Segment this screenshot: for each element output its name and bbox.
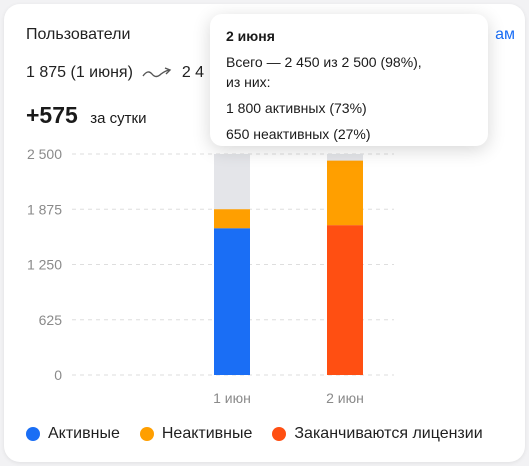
legend-dot-inactive	[139, 427, 154, 441]
chart-tooltip: 2 июня Всего — 2 450 из 2 500 (98%), из …	[210, 14, 488, 146]
x-tick-label: 2 июн	[326, 390, 364, 406]
growth-to: 2 4	[181, 64, 205, 81]
details-link[interactable]: ам	[495, 26, 515, 43]
tooltip-active: 1 800 активных (73%)	[226, 100, 367, 116]
y-tick-label: 0	[54, 367, 62, 383]
legend-item-expiring[interactable]: Заканчиваются лицензии	[272, 425, 483, 443]
tooltip-of-them: из них:	[226, 74, 271, 90]
squiggle-arrow-icon	[142, 67, 172, 77]
legend-label-active: Активные	[48, 425, 120, 442]
growth-from: 1 875 (1 июня)	[26, 64, 133, 81]
y-tick-label: 625	[39, 312, 63, 328]
bar-segment	[327, 160, 363, 226]
delta-unit: за сутки	[90, 110, 147, 127]
card-title: Пользователи	[26, 26, 131, 43]
legend-item-active[interactable]: Активные	[26, 425, 120, 443]
delta-value: +575	[26, 102, 78, 128]
legend-label-expiring: Заканчиваются лицензии	[294, 425, 483, 442]
legend-dot-expiring	[272, 427, 287, 441]
daily-delta: +575 за сутки	[26, 102, 146, 129]
legend-label-inactive: Неактивные	[161, 425, 253, 442]
x-tick-label: 1 июн	[213, 390, 251, 406]
tooltip-date: 2 июня	[226, 28, 275, 44]
y-tick-label: 1 875	[27, 201, 62, 217]
bar-segment	[327, 225, 363, 375]
users-card: Пользователи ам 1 875 (1 июня) 2 4 +575 …	[4, 4, 525, 462]
bar-segment	[214, 209, 250, 229]
chart-legend: Активные Неактивные Заканчиваются лиценз…	[26, 425, 483, 443]
tooltip-total: Всего — 2 450 из 2 500 (98%),	[226, 54, 422, 70]
legend-dot-active	[26, 427, 40, 441]
y-tick-label: 2 500	[27, 146, 62, 162]
tooltip-inactive: 650 неактивных (27%)	[226, 126, 371, 142]
users-bar-chart: 2 500 1 875 1 250 625 0 1 июн 2 июн	[27, 146, 394, 406]
bar-segment	[214, 228, 250, 375]
y-tick-label: 1 250	[27, 257, 62, 273]
growth-summary: 1 875 (1 июня) 2 4	[26, 64, 204, 82]
legend-item-inactive[interactable]: Неактивные	[139, 425, 253, 443]
